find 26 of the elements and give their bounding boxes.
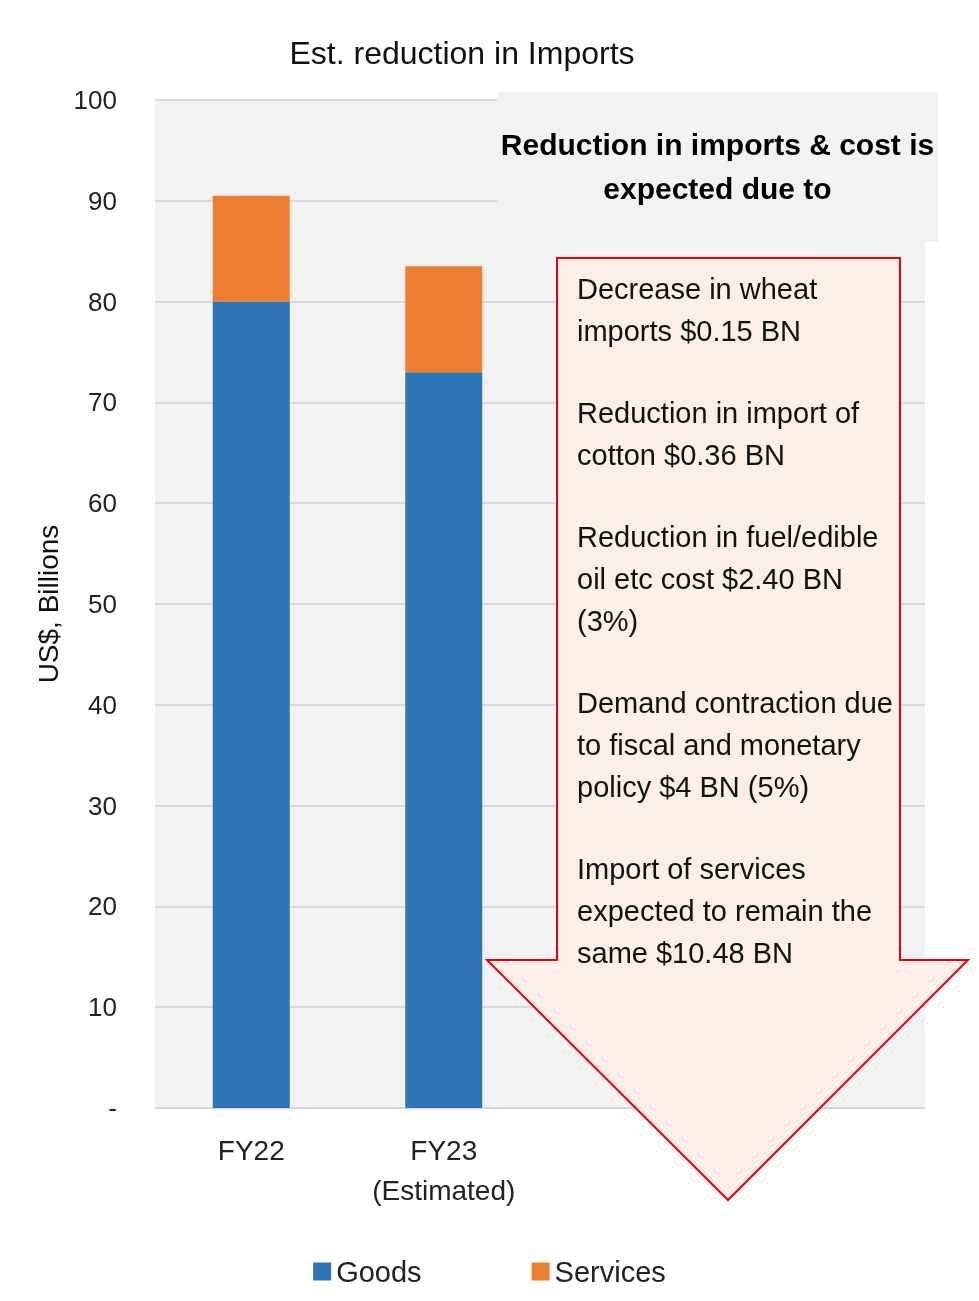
y-tick-label: 20: [88, 891, 117, 922]
legend-label: Services: [554, 1255, 666, 1288]
y-axis-title: US$, Billions: [33, 524, 65, 684]
y-tick-label: -: [108, 1093, 117, 1123]
y-tick-label: 40: [88, 689, 117, 720]
y-tick-label: 70: [88, 387, 117, 418]
bar: [405, 372, 483, 1108]
annotation: Decrease in wheat imports $0.15 BN: [577, 272, 819, 349]
bar: [405, 266, 483, 373]
y-tick-label: 90: [88, 185, 117, 216]
annotation: Import of services expected to remain the same $10.48 BN: [577, 852, 873, 971]
y-tick-label: 60: [88, 488, 117, 519]
chart-title: Est. reduction in Imports: [289, 35, 635, 71]
y-tick-label: 80: [88, 286, 117, 317]
bar: [212, 195, 290, 302]
bar: [212, 301, 290, 1108]
x-tick-label: FY23 (Estimated): [372, 1134, 516, 1206]
legend-label: Goods: [336, 1255, 422, 1288]
y-tick-label: 30: [88, 790, 117, 821]
annotation: Reduction in fuel/edible oil etc cost $2.40 BN (3%): [577, 520, 880, 639]
y-tick-label: 100: [73, 85, 117, 115]
annotation: Reduction in import of cotton $0.36 BN: [577, 396, 861, 473]
y-tick-label: 50: [88, 589, 117, 619]
y-tick-label: 10: [88, 992, 117, 1023]
annotation: Demand contraction due to fiscal and monetary policy $4 BN (5%): [577, 686, 894, 805]
x-tick-label: FY22: [217, 1134, 285, 1166]
